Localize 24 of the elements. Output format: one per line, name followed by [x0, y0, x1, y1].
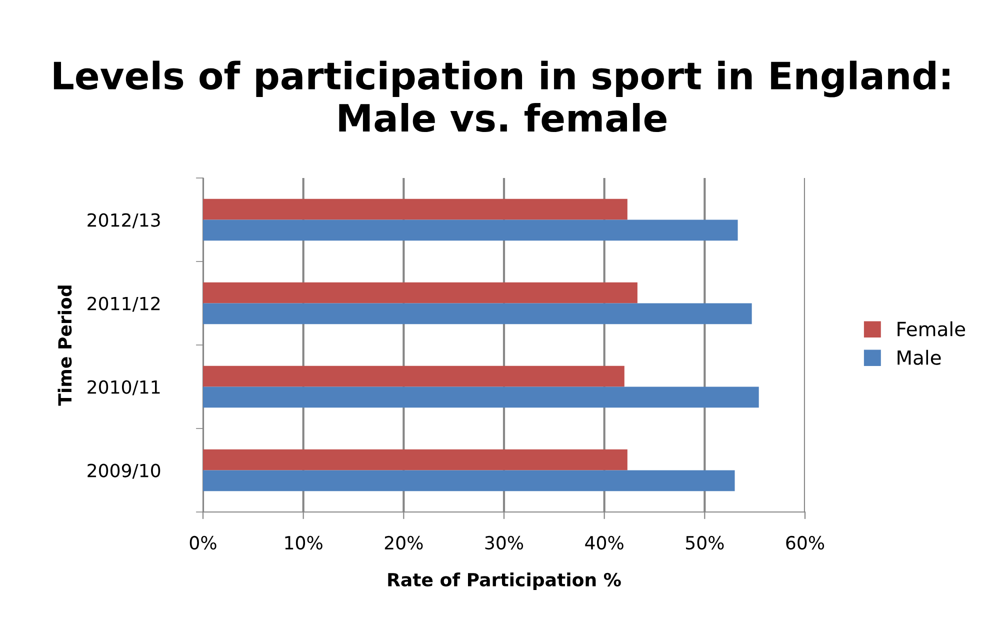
bar — [203, 470, 735, 492]
x-tick-label: 20% — [384, 536, 423, 550]
bar — [203, 449, 628, 470]
chart-title: Levels of participation in sport in England: Male vs. female — [54, 60, 950, 132]
y-axis-title: Time Period — [58, 286, 72, 406]
y-tick-label: 2009/10 — [88, 464, 160, 479]
bar — [203, 303, 752, 324]
x-tick-label: 40% — [585, 536, 624, 550]
y-tick-label: 2012/13 — [88, 213, 160, 228]
x-tick-label: 50% — [686, 536, 724, 550]
legend-label: Male — [898, 350, 941, 365]
legend-label: Female — [898, 321, 966, 336]
x-tick-label: 30% — [485, 536, 524, 550]
x-tick-label: 0% — [190, 536, 216, 550]
x-axis-title: Rate of Participation % — [388, 572, 621, 590]
x-tick-label: 10% — [285, 536, 322, 550]
bar — [203, 282, 638, 304]
bar — [203, 220, 738, 241]
bar — [203, 198, 628, 220]
bar — [203, 366, 624, 387]
bar — [203, 386, 759, 408]
x-tick-label: 60% — [786, 536, 824, 550]
y-tick-label: 2010/11 — [88, 380, 160, 396]
y-tick-label: 2011/12 — [88, 296, 160, 312]
